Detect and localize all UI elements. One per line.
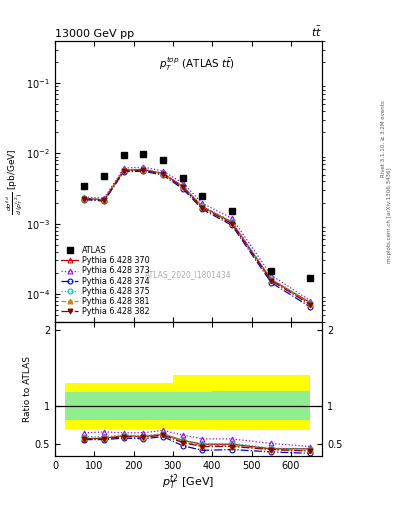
Pythia 6.428 373 <box>200 200 205 206</box>
Pythia 6.428 370 <box>82 195 87 201</box>
Pythia 6.428 375 <box>180 183 185 189</box>
Line: Pythia 6.428 373: Pythia 6.428 373 <box>82 165 313 303</box>
Pythia 6.428 374 <box>200 206 205 212</box>
Text: $p_T^{top}$ (ATLAS $t\bar{t}$): $p_T^{top}$ (ATLAS $t\bar{t}$) <box>159 55 235 73</box>
Pythia 6.428 375 <box>308 300 313 306</box>
Text: mcplots.cern.ch [arXiv:1306.3436]: mcplots.cern.ch [arXiv:1306.3436] <box>387 167 391 263</box>
ATLAS <box>121 152 126 158</box>
Pythia 6.428 381 <box>102 197 107 203</box>
Pythia 6.428 381 <box>200 204 205 210</box>
Pythia 6.428 382 <box>200 205 205 211</box>
ATLAS <box>161 157 165 163</box>
Pythia 6.428 370 <box>141 166 146 173</box>
Pythia 6.428 373 <box>230 215 234 221</box>
ATLAS <box>141 151 146 157</box>
Pythia 6.428 382 <box>269 278 274 284</box>
Y-axis label: $\frac{d\sigma^{fid}}{d\,(p_T^{t,2})}$ [pb/GeV]: $\frac{d\sigma^{fid}}{d\,(p_T^{t,2})}$ [… <box>4 148 25 215</box>
Text: Rivet 3.1.10, ≥ 3.2M events: Rivet 3.1.10, ≥ 3.2M events <box>381 100 386 177</box>
Pythia 6.428 374 <box>121 168 126 175</box>
Line: Pythia 6.428 382: Pythia 6.428 382 <box>82 167 313 307</box>
ATLAS <box>269 268 274 274</box>
Pythia 6.428 381 <box>161 170 165 177</box>
Pythia 6.428 373 <box>121 165 126 171</box>
Pythia 6.428 382 <box>121 167 126 174</box>
Pythia 6.428 375 <box>141 166 146 172</box>
Pythia 6.428 370 <box>200 204 205 210</box>
Pythia 6.428 375 <box>102 196 107 202</box>
Pythia 6.428 373 <box>308 297 313 304</box>
Pythia 6.428 382 <box>230 221 234 227</box>
Pythia 6.428 382 <box>82 196 87 202</box>
Pythia 6.428 374 <box>141 168 146 174</box>
Pythia 6.428 381 <box>308 301 313 307</box>
Pythia 6.428 374 <box>180 186 185 192</box>
Line: Pythia 6.428 374: Pythia 6.428 374 <box>82 169 313 310</box>
X-axis label: $p_T^{t2}$ [GeV]: $p_T^{t2}$ [GeV] <box>162 472 215 492</box>
Pythia 6.428 374 <box>308 304 313 310</box>
Line: Pythia 6.428 381: Pythia 6.428 381 <box>82 167 313 306</box>
Pythia 6.428 381 <box>230 220 234 226</box>
Pythia 6.428 370 <box>180 183 185 189</box>
Text: 13000 GeV pp: 13000 GeV pp <box>55 29 134 39</box>
ATLAS <box>200 193 205 199</box>
Pythia 6.428 382 <box>161 171 165 177</box>
ATLAS <box>82 182 87 188</box>
Pythia 6.428 370 <box>308 300 313 306</box>
Pythia 6.428 370 <box>230 219 234 225</box>
Line: Pythia 6.428 370: Pythia 6.428 370 <box>82 167 313 305</box>
Pythia 6.428 382 <box>308 302 313 308</box>
Pythia 6.428 375 <box>82 195 87 201</box>
ATLAS <box>102 173 107 179</box>
Pythia 6.428 375 <box>269 275 274 282</box>
Pythia 6.428 381 <box>82 196 87 202</box>
Legend: ATLAS, Pythia 6.428 370, Pythia 6.428 373, Pythia 6.428 374, Pythia 6.428 375, P: ATLAS, Pythia 6.428 370, Pythia 6.428 37… <box>59 244 151 318</box>
Line: Pythia 6.428 375: Pythia 6.428 375 <box>82 166 313 305</box>
Pythia 6.428 374 <box>230 222 234 228</box>
Pythia 6.428 382 <box>180 184 185 190</box>
Pythia 6.428 375 <box>230 218 234 224</box>
Pythia 6.428 375 <box>161 170 165 176</box>
Pythia 6.428 375 <box>121 166 126 173</box>
Pythia 6.428 370 <box>121 167 126 173</box>
Pythia 6.428 381 <box>141 167 146 173</box>
Pythia 6.428 382 <box>141 167 146 173</box>
ATLAS <box>308 275 313 281</box>
Pythia 6.428 374 <box>82 197 87 203</box>
Pythia 6.428 374 <box>269 280 274 286</box>
Pythia 6.428 370 <box>269 276 274 283</box>
ATLAS <box>230 208 234 215</box>
Pythia 6.428 374 <box>161 172 165 178</box>
ATLAS <box>180 175 185 181</box>
Pythia 6.428 381 <box>121 167 126 174</box>
Pythia 6.428 373 <box>141 164 146 170</box>
Pythia 6.428 373 <box>180 180 185 186</box>
Pythia 6.428 373 <box>269 272 274 278</box>
Pythia 6.428 381 <box>180 184 185 190</box>
Pythia 6.428 374 <box>102 198 107 204</box>
Pythia 6.428 382 <box>102 197 107 203</box>
Pythia 6.428 381 <box>269 277 274 283</box>
Pythia 6.428 370 <box>161 170 165 177</box>
Y-axis label: Ratio to ATLAS: Ratio to ATLAS <box>23 356 32 422</box>
Pythia 6.428 375 <box>200 203 205 209</box>
Pythia 6.428 370 <box>102 197 107 203</box>
Text: $t\bar{t}$: $t\bar{t}$ <box>311 25 322 39</box>
Text: ATLAS_2020_I1801434: ATLAS_2020_I1801434 <box>145 270 232 279</box>
Line: ATLAS: ATLAS <box>81 151 314 281</box>
Pythia 6.428 373 <box>102 195 107 201</box>
Pythia 6.428 373 <box>82 194 87 200</box>
Pythia 6.428 373 <box>161 168 165 174</box>
